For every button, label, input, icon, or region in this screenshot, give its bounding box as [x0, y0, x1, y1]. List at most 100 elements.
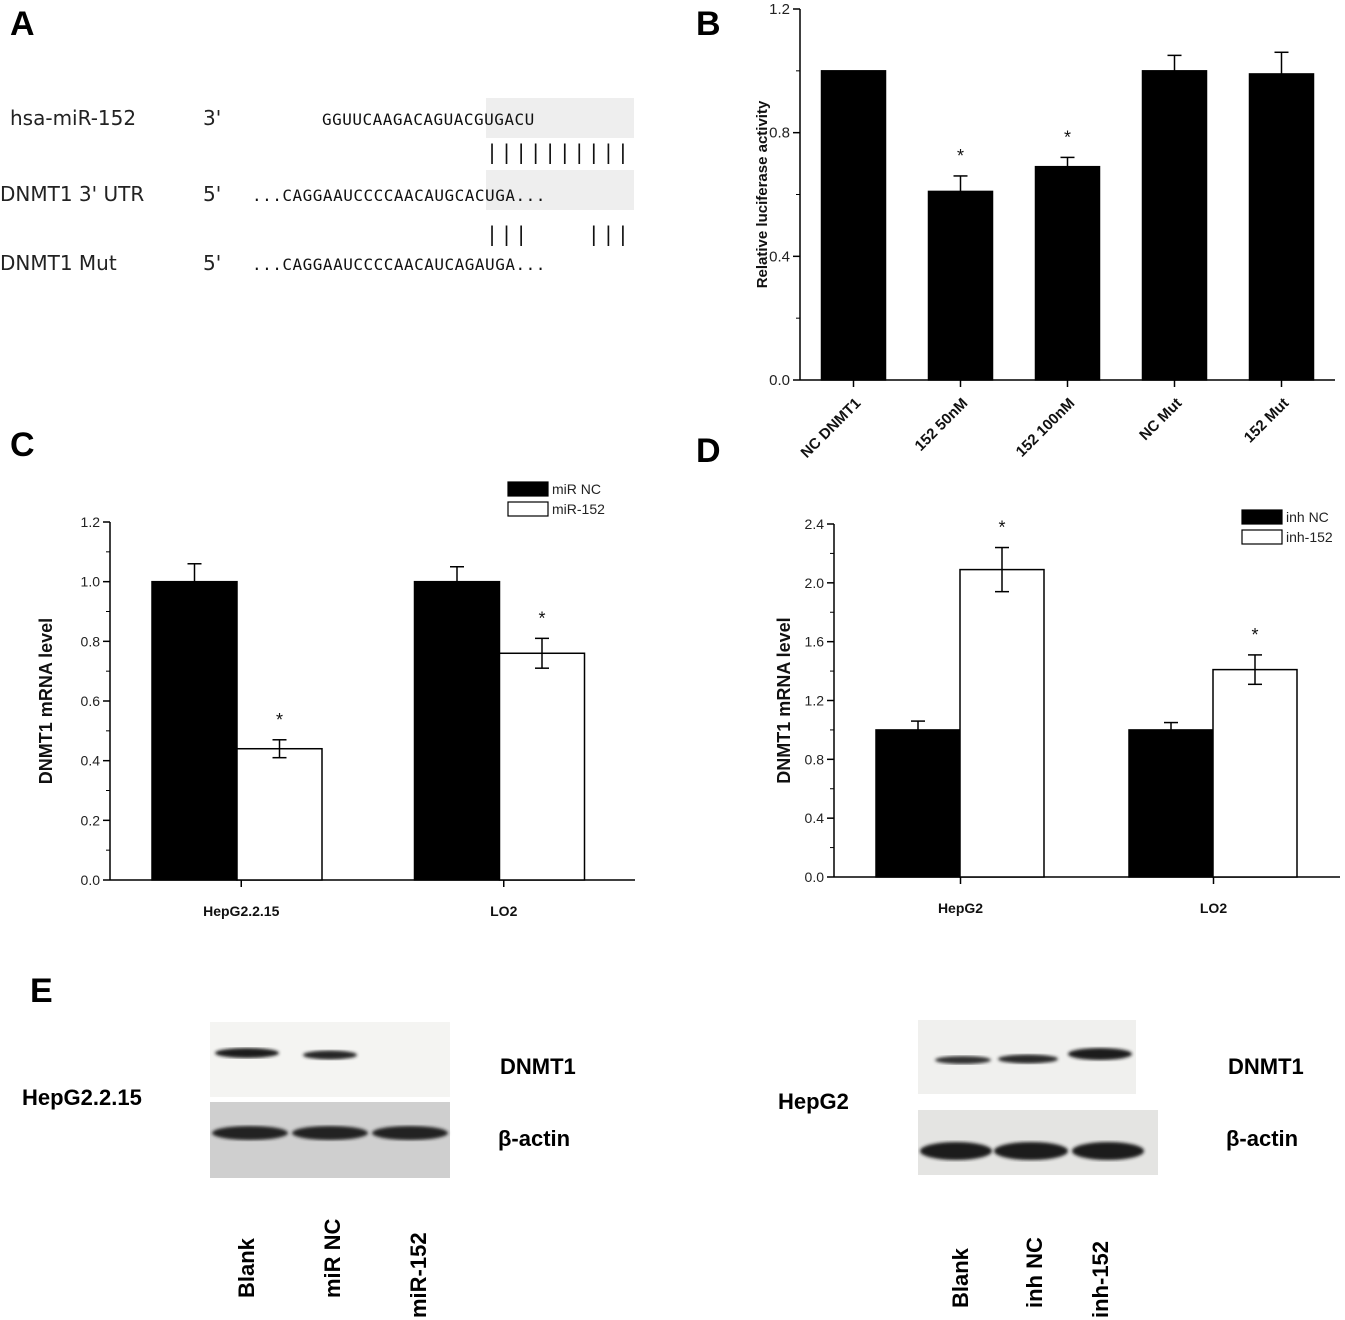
- y-tick-label-d: 0.4: [805, 810, 825, 826]
- y-tick-label-c: 1.2: [81, 514, 101, 530]
- bar-b: [820, 70, 887, 381]
- y-tick-label-d: 2.4: [805, 516, 825, 532]
- legend-label-c: miR NC: [552, 481, 601, 497]
- bar-b: [1248, 73, 1315, 381]
- y-tick-label-c: 0.8: [81, 633, 101, 649]
- bar-c: [236, 747, 323, 881]
- x-category-label-c: HepG2.2.15: [203, 903, 279, 919]
- blot-right-cell-line: HepG2: [778, 1089, 849, 1114]
- seed-highlight-1: [486, 98, 634, 138]
- bar-d: [1128, 729, 1214, 878]
- lane-right-1: Blank: [948, 1248, 973, 1308]
- y-tick-label-b: 0.0: [769, 372, 790, 389]
- panel-b-letter: B: [696, 5, 721, 43]
- y-tick-label-d: 2.0: [805, 575, 825, 591]
- y-tick-label-c: 0.6: [81, 693, 101, 709]
- legend-swatch-d: [1241, 529, 1283, 545]
- bar-c: [413, 580, 501, 881]
- legend-swatch-c: [507, 481, 549, 497]
- bar-b: [1141, 70, 1208, 381]
- significance-marker-d: *: [1251, 625, 1258, 645]
- blot-right: [918, 1020, 1158, 1175]
- y-tick-label-b: 0.8: [769, 125, 790, 142]
- legend-label-c: miR-152: [552, 501, 605, 517]
- y-axis-label-c: DNMT1 mRNA level: [36, 618, 56, 784]
- legend-label-d: inh-152: [1286, 529, 1333, 545]
- bar-c: [151, 580, 238, 881]
- x-category-label-b: NC DNMT1: [798, 395, 865, 462]
- bar-d: [1212, 668, 1298, 878]
- lane-left-1: Blank: [234, 1238, 259, 1298]
- mut-strand: 5': [203, 251, 222, 275]
- mut-label: DNMT1 Mut: [0, 251, 117, 275]
- significance-marker-b: *: [957, 146, 964, 166]
- x-category-label-b: 152 100nM: [1013, 395, 1079, 461]
- band-right-actin-inh152: [1072, 1142, 1144, 1160]
- mirna-strand: 3': [203, 106, 222, 130]
- band-right-dnmt1-blank: [935, 1056, 991, 1064]
- bar-d: [875, 729, 961, 878]
- pairing-bars-1: ||||||||||: [486, 140, 632, 164]
- significance-marker-c: *: [538, 608, 545, 628]
- band-left-dnmt1-blank: [215, 1048, 279, 1058]
- y-tick-label-c: 0.2: [81, 812, 101, 828]
- band-left-actin-blank: [212, 1126, 288, 1140]
- x-category-label-b: 152 Mut: [1241, 395, 1293, 447]
- band-right-dnmt1-inhnc: [998, 1054, 1058, 1064]
- lane-right-3: inh-152: [1088, 1240, 1113, 1318]
- x-category-label-d: HepG2: [938, 900, 983, 916]
- band-left-dnmt1-mirnc: [303, 1050, 357, 1060]
- y-tick-label-d: 1.6: [805, 634, 825, 650]
- panel-e-letter: E: [30, 972, 53, 1010]
- utr-strand: 5': [203, 182, 222, 206]
- bar-b: [927, 190, 994, 381]
- bar-b: [1034, 165, 1101, 381]
- panel-d-letter: D: [696, 432, 721, 470]
- blot-left-protein: DNMT1: [500, 1054, 576, 1079]
- mut-sequence: ...CAGGAAUCCCCAACAUCAGAUGA...: [252, 255, 546, 274]
- significance-marker-d: *: [998, 518, 1005, 538]
- x-category-label-b: 152 50nM: [912, 395, 972, 455]
- lane-left-3: miR-152: [406, 1232, 431, 1318]
- significance-marker-c: *: [276, 710, 283, 730]
- y-tick-label-b: 1.2: [769, 1, 790, 18]
- legend-swatch-c: [507, 501, 549, 517]
- significance-marker-b: *: [1064, 127, 1071, 147]
- blot-left: [210, 1022, 450, 1178]
- y-axis-label-b: Relative luciferase activity: [754, 100, 771, 288]
- blot-right-control: β-actin: [1226, 1126, 1299, 1151]
- pairing-bars-2: ||| |||: [486, 222, 632, 246]
- y-tick-label-c: 1.0: [81, 574, 101, 590]
- utr-label: DNMT1 3' UTR: [0, 182, 145, 206]
- x-category-label-d: LO2: [1200, 900, 1227, 916]
- bar-c: [498, 652, 586, 881]
- y-tick-label-c: 0.0: [81, 872, 101, 888]
- x-category-label-b: NC Mut: [1136, 395, 1185, 444]
- panel-a-letter: A: [10, 5, 35, 43]
- band-right-actin-blank: [920, 1142, 992, 1160]
- mirna-label: hsa-miR-152: [10, 106, 137, 130]
- chart-d: 0.0 0.4 0.8 1.2 1.6 2.0 2.4 DNMT1 mRNA level * He…: [774, 509, 1340, 916]
- blot-left-control: β-actin: [498, 1126, 571, 1151]
- mirna-sequence: GGUUCAAGACAGUACGUGACU: [322, 110, 535, 129]
- blot-left-cell-line: HepG2.2.15: [22, 1085, 142, 1110]
- lane-left-2: miR NC: [320, 1218, 345, 1298]
- panel-c-letter: C: [10, 426, 35, 464]
- band-right-actin-inhnc: [994, 1142, 1068, 1160]
- y-tick-label-d: 0.0: [805, 869, 825, 885]
- x-category-label-c: LO2: [490, 903, 517, 919]
- chart-c: 0.0 0.2 0.4 0.6 0.8 1.0 1.2 DNMT1 mRNA level * He…: [36, 481, 635, 919]
- seed-highlight-2: [486, 170, 634, 210]
- y-tick-label-d: 1.2: [805, 693, 825, 709]
- legend-label-d: inh NC: [1286, 509, 1329, 525]
- y-axis-label-d: DNMT1 mRNA level: [774, 617, 794, 783]
- utr-sequence: ...CAGGAAUCCCCAACAUGCACUGA...: [252, 186, 546, 205]
- band-left-actin-mirnc: [292, 1126, 368, 1140]
- y-tick-label-c: 0.4: [81, 753, 101, 769]
- blot-right-protein: DNMT1: [1228, 1054, 1304, 1079]
- band-right-dnmt1-inh152: [1068, 1048, 1132, 1060]
- legend-swatch-d: [1241, 509, 1283, 525]
- band-left-actin-mir152: [372, 1126, 448, 1140]
- y-tick-label-b: 0.4: [769, 248, 790, 265]
- lane-right-2: inh NC: [1022, 1237, 1047, 1308]
